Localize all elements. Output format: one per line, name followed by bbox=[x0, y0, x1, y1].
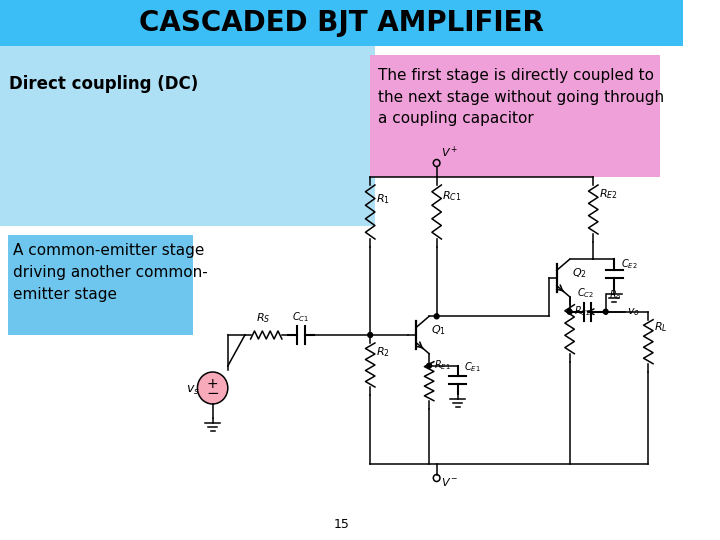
Circle shape bbox=[434, 314, 439, 319]
Text: The first stage is directly coupled to
the next stage without going through
a co: The first stage is directly coupled to t… bbox=[378, 68, 664, 126]
FancyBboxPatch shape bbox=[370, 55, 660, 177]
Text: CASCADED BJT AMPLIFIER: CASCADED BJT AMPLIFIER bbox=[139, 9, 544, 37]
Text: A common-emitter stage
driving another common-
emitter stage: A common-emitter stage driving another c… bbox=[13, 243, 208, 302]
Text: Direct coupling (DC): Direct coupling (DC) bbox=[9, 75, 199, 93]
Text: $R_{C2}$: $R_{C2}$ bbox=[575, 305, 591, 319]
Text: $v_o$: $v_o$ bbox=[626, 307, 639, 319]
FancyBboxPatch shape bbox=[0, 46, 375, 226]
Text: $C_{E1}$: $C_{E1}$ bbox=[464, 361, 481, 375]
Text: $Q_1$: $Q_1$ bbox=[431, 323, 446, 337]
Circle shape bbox=[603, 309, 608, 314]
Circle shape bbox=[197, 372, 228, 404]
Text: $V^+$: $V^+$ bbox=[441, 145, 459, 160]
Text: $v_s$: $v_s$ bbox=[186, 384, 200, 397]
Text: $R_{E1}$: $R_{E1}$ bbox=[434, 359, 451, 373]
Text: $R_L$: $R_L$ bbox=[654, 320, 667, 334]
Text: 15: 15 bbox=[334, 518, 350, 531]
Text: $R_2$: $R_2$ bbox=[376, 345, 390, 359]
Text: $R_1$: $R_1$ bbox=[376, 192, 390, 206]
Text: +: + bbox=[207, 377, 218, 391]
Circle shape bbox=[368, 333, 372, 338]
FancyBboxPatch shape bbox=[0, 0, 683, 46]
Text: $R_{C1}$: $R_{C1}$ bbox=[442, 189, 462, 203]
Text: $C_{E2}$: $C_{E2}$ bbox=[621, 257, 637, 271]
Text: $C_{C1}$: $C_{C1}$ bbox=[292, 310, 310, 324]
Text: $Q_2$: $Q_2$ bbox=[572, 266, 586, 280]
Text: $R_{E2}$: $R_{E2}$ bbox=[599, 187, 618, 201]
Text: $R_S$: $R_S$ bbox=[256, 311, 271, 325]
Circle shape bbox=[567, 309, 572, 314]
Text: −: − bbox=[206, 387, 219, 402]
FancyBboxPatch shape bbox=[8, 235, 193, 335]
Text: $R_o$: $R_o$ bbox=[610, 288, 622, 301]
Text: $C_{C2}$: $C_{C2}$ bbox=[577, 286, 594, 300]
Text: $V^-$: $V^-$ bbox=[441, 476, 459, 488]
Circle shape bbox=[427, 363, 431, 368]
